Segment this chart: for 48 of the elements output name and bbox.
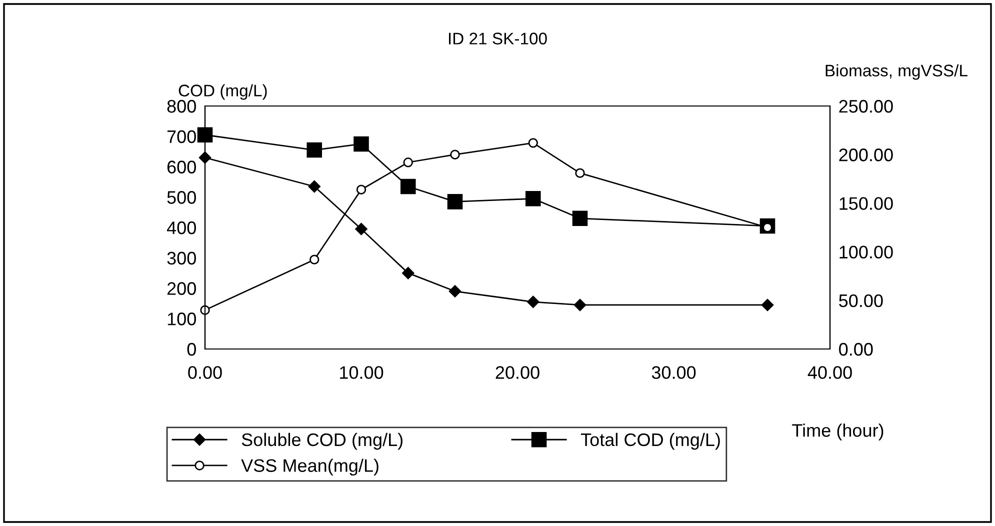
y2-tick-label: 0.00 [839, 342, 873, 356]
y2-tick-label: 150.00 [840, 197, 893, 210]
y-tick-label: 700 [167, 130, 196, 144]
point [198, 152, 212, 164]
y-tick-label: 100 [168, 312, 196, 326]
point [450, 150, 460, 160]
point [310, 254, 320, 264]
point [354, 136, 369, 152]
y-tick-label: 500 [167, 191, 196, 204]
legend-label: VSS Mean(mg/L) [241, 458, 378, 476]
y2-tick-label: 100.00 [840, 246, 893, 259]
point [306, 142, 322, 158]
point [525, 191, 541, 206]
y-tick-label: 300 [167, 252, 196, 265]
chart-title: ID 21 SK-100 [449, 32, 547, 44]
x-tick-label: 20.00 [496, 366, 540, 379]
y2-tick-label: 250.00 [839, 100, 893, 113]
point [308, 180, 320, 193]
y2-tick-label: 200.00 [839, 148, 893, 162]
point [448, 285, 462, 298]
x-tick-label: 10.00 [340, 366, 384, 379]
x-tick-label: 40.00 [808, 366, 852, 379]
point [356, 184, 366, 194]
point [527, 296, 540, 308]
y-axis-title: COD (mg/L) [178, 84, 267, 100]
y-tick-label: 600 [167, 160, 196, 174]
y-tick-label: 400 [166, 221, 196, 234]
y2-axis-title: Biomass, mgVSS/L [826, 64, 968, 80]
legend-label: Soluble COD (mg/L) [242, 432, 402, 450]
point [402, 266, 414, 280]
point [575, 168, 585, 178]
legend-label: Total COD (mg/L) [580, 432, 720, 450]
point [400, 178, 416, 194]
x-axis-title: Time (hour) [792, 424, 884, 440]
point [761, 298, 774, 312]
point [355, 222, 368, 236]
point [572, 210, 588, 226]
x-tick-label: 0.00 [188, 366, 222, 379]
y2-tick-label: 50.00 [839, 294, 883, 308]
point [403, 158, 413, 168]
point [528, 138, 538, 148]
point [197, 127, 213, 142]
y-tick-label: 0 [187, 342, 196, 356]
y-tick-label: 800 [167, 100, 196, 113]
x-tick-label: 30.00 [652, 366, 696, 379]
point [574, 298, 586, 312]
point [447, 194, 463, 210]
y-tick-label: 200 [167, 282, 196, 295]
